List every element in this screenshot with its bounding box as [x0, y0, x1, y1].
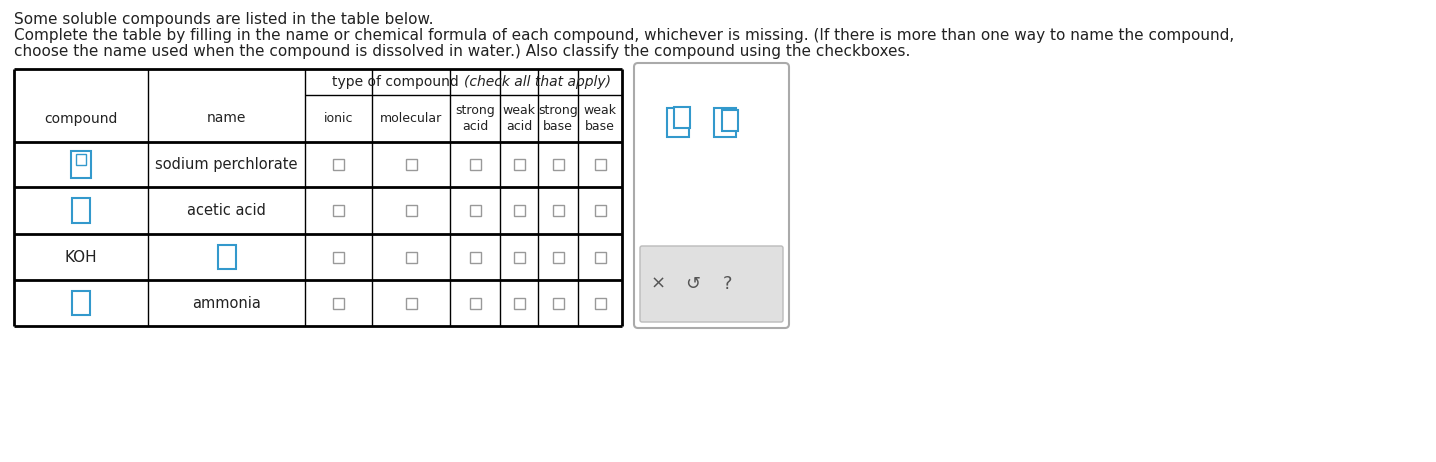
Bar	[470, 298, 481, 309]
Bar	[514, 251, 524, 262]
Bar	[666, 108, 689, 136]
Bar	[673, 107, 691, 128]
Bar	[595, 159, 606, 170]
Bar	[333, 251, 345, 262]
Bar	[217, 245, 236, 269]
Text: ionic: ionic	[323, 112, 353, 125]
Bar	[470, 251, 481, 262]
Bar	[405, 251, 416, 262]
Bar	[595, 205, 606, 216]
Text: Some soluble compounds are listed in the table below.: Some soluble compounds are listed in the…	[14, 12, 434, 27]
Text: strong
acid: strong acid	[455, 104, 495, 133]
Bar	[514, 298, 524, 309]
Text: name: name	[207, 111, 246, 126]
Bar	[714, 108, 737, 136]
Text: type of compound: type of compound	[332, 75, 464, 89]
Bar	[595, 298, 606, 309]
Text: Complete the table by filling in the name or chemical formula of each compound, : Complete the table by filling in the nam…	[14, 28, 1235, 43]
FancyBboxPatch shape	[640, 246, 783, 322]
Text: strong
base: strong base	[538, 104, 577, 133]
Bar	[595, 251, 606, 262]
Bar	[514, 205, 524, 216]
Bar	[405, 205, 416, 216]
Bar	[722, 109, 738, 130]
Bar	[553, 251, 563, 262]
Bar	[333, 159, 345, 170]
Bar	[553, 159, 563, 170]
Bar	[70, 151, 90, 178]
Bar	[72, 291, 90, 315]
Bar	[514, 159, 524, 170]
Bar	[76, 154, 86, 165]
Text: (check all that apply): (check all that apply)	[464, 75, 610, 89]
Text: weak
base: weak base	[583, 104, 616, 133]
Text: compound: compound	[45, 111, 118, 126]
Bar	[405, 298, 416, 309]
Bar	[553, 298, 563, 309]
Bar	[470, 159, 481, 170]
Bar	[333, 205, 345, 216]
Text: choose the name used when the compound is dissolved in water.) Also classify the: choose the name used when the compound i…	[14, 44, 910, 59]
Bar	[333, 298, 345, 309]
Bar	[553, 205, 563, 216]
Text: acetic acid: acetic acid	[187, 203, 266, 218]
Bar	[405, 159, 416, 170]
Text: ?: ?	[724, 275, 732, 293]
Text: ×: ×	[651, 275, 665, 293]
Text: sodium perchlorate: sodium perchlorate	[155, 157, 297, 172]
Text: ammonia: ammonia	[192, 296, 261, 310]
FancyBboxPatch shape	[635, 63, 788, 328]
Bar	[470, 205, 481, 216]
Text: ↺: ↺	[685, 275, 701, 293]
Text: KOH: KOH	[65, 249, 98, 265]
Bar	[72, 198, 90, 223]
Text: weak
acid: weak acid	[503, 104, 536, 133]
Text: molecular: molecular	[381, 112, 442, 125]
